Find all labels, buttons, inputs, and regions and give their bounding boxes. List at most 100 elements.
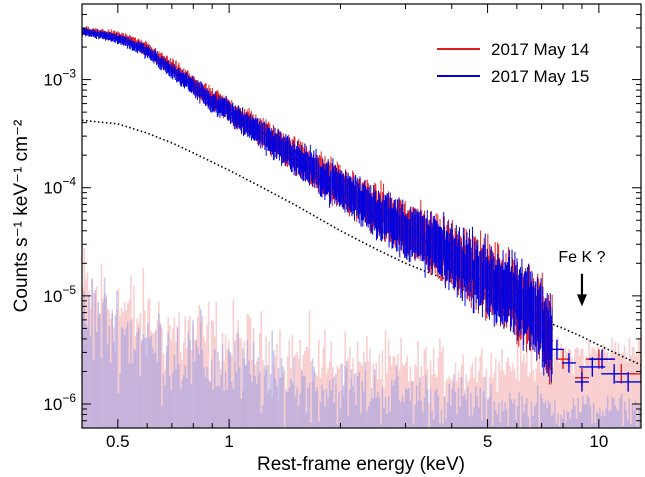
background-bin [363,351,365,428]
background-bin [437,396,440,428]
background-bin [589,353,592,428]
background-bin [445,380,447,428]
background-bin [265,369,267,428]
background-bin [586,395,589,428]
background-bin [94,289,96,428]
background-bin [257,357,260,428]
background-bin [554,351,556,428]
background-bin [235,372,238,428]
background-bin [592,403,595,428]
background-bin [549,403,551,428]
background-bin [471,362,474,428]
background-bin [210,359,213,428]
background-bin [389,411,391,428]
background-bin [502,371,505,428]
background-bin [533,406,536,428]
background-bin [487,398,489,428]
background-bin [106,344,109,428]
background-bin [232,299,235,428]
background-bin [400,337,402,428]
background-bin [443,396,446,428]
background-bin [622,426,624,428]
background-bin [429,388,432,428]
background-bin [175,369,177,428]
background-bin [363,391,365,428]
background-bin [611,337,614,428]
background-bin [603,345,606,428]
background-bin [411,380,413,428]
background-bin [102,302,104,428]
background-bin [375,362,378,428]
background-bin [597,414,600,428]
background-bin [282,366,284,428]
background-bin [391,379,393,428]
background-bin [496,414,499,428]
background-bin [557,336,559,428]
background-bin [636,352,638,428]
background-bin [442,346,444,428]
background-bin [544,349,547,428]
background-bin [415,385,418,428]
background-bin [310,423,312,428]
background-bin [310,361,312,428]
x-tick-label: 0.5 [106,432,130,451]
background-bin [543,403,545,428]
background-bin [400,402,402,428]
y-tick-label: 10−6 [43,391,76,414]
background-bin [120,327,123,428]
background-bin [198,354,201,428]
background-bin [456,414,458,428]
background-bin [304,375,306,428]
background-bin [207,301,210,428]
background-bin [103,277,106,428]
background-bin [358,372,360,428]
background-bin [536,385,539,428]
background-bin [481,420,483,428]
background-bin [201,349,204,428]
data-point [628,364,641,384]
background-bin [209,381,211,428]
background-bin [574,348,576,428]
background-bin [259,372,261,428]
background-bin [240,399,242,428]
background-bin [251,382,253,428]
background-bin [215,386,218,428]
background-bin [213,349,216,428]
background-bin [339,364,342,428]
y-tick-exponent: −3 [62,67,76,81]
background-bin [168,375,171,428]
background-bin [142,333,145,428]
background-bin [589,405,592,428]
background-bin [561,357,564,428]
background-bin [571,357,573,428]
background-bin [423,350,426,428]
background-bin [501,400,503,428]
background-bin [414,364,416,428]
background-bin [305,412,308,428]
background-bin [522,353,525,428]
background-bin [456,381,458,428]
background-bin [345,360,348,428]
background-bin [563,409,565,428]
background-bin [637,405,640,428]
background-bin [297,358,300,428]
background-bin [179,388,182,428]
background-bin [501,348,503,428]
background-bin [308,310,311,428]
background-bin [468,379,471,428]
background-bin [468,416,471,428]
background-bin [599,408,601,428]
background-bin [336,424,339,428]
background-bin [349,346,351,428]
background-bin [161,405,163,428]
background-bin [627,419,629,428]
background-bin [585,355,587,428]
background-bin [521,396,523,428]
background-bin [369,401,371,428]
background-bin [465,399,468,428]
background-bin [463,393,466,428]
background-bin [498,361,500,428]
background-bin [238,367,241,428]
background-bin [639,337,641,428]
background-bin [495,409,497,428]
